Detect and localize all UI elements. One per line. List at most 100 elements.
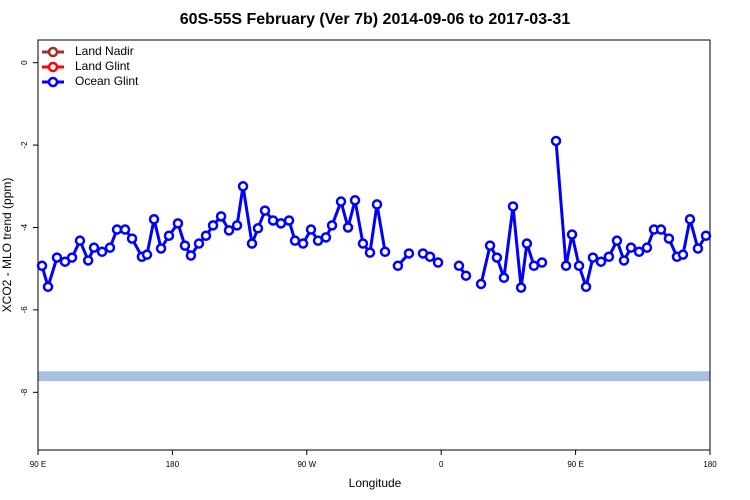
point bbox=[320, 232, 332, 243]
point bbox=[36, 260, 48, 272]
point bbox=[42, 281, 54, 293]
point bbox=[51, 252, 63, 263]
point bbox=[305, 224, 317, 235]
point bbox=[528, 260, 540, 272]
point bbox=[655, 224, 667, 235]
point bbox=[223, 225, 235, 236]
point bbox=[573, 260, 585, 272]
point bbox=[259, 205, 271, 216]
point bbox=[364, 247, 376, 258]
point bbox=[326, 220, 338, 231]
point bbox=[231, 220, 243, 231]
point bbox=[560, 260, 572, 272]
point bbox=[424, 251, 436, 262]
point bbox=[587, 252, 599, 263]
legend-label: Ocean Glint bbox=[75, 74, 139, 88]
point bbox=[200, 230, 212, 241]
x-tick-label: 90 E bbox=[567, 460, 583, 469]
point bbox=[536, 257, 548, 268]
point bbox=[155, 243, 167, 254]
point bbox=[618, 255, 630, 266]
point bbox=[179, 240, 191, 251]
plot-frame bbox=[37, 39, 711, 451]
point bbox=[595, 256, 607, 267]
point bbox=[148, 213, 160, 225]
x-tick-label: 180 bbox=[166, 460, 180, 469]
point bbox=[193, 238, 205, 249]
point bbox=[289, 235, 301, 246]
reference-band bbox=[38, 371, 710, 382]
point bbox=[342, 222, 354, 233]
point bbox=[104, 242, 116, 253]
point bbox=[663, 233, 675, 244]
point bbox=[692, 243, 704, 254]
point bbox=[491, 252, 503, 263]
point bbox=[566, 229, 578, 240]
x-tick-label: 90 E bbox=[30, 460, 46, 469]
x-tick-label: 0 bbox=[439, 460, 444, 469]
point bbox=[215, 211, 227, 222]
point bbox=[484, 240, 496, 251]
point bbox=[252, 223, 264, 234]
point bbox=[335, 196, 347, 207]
point bbox=[371, 199, 383, 210]
point bbox=[172, 218, 184, 229]
point bbox=[633, 246, 645, 258]
point bbox=[163, 230, 175, 241]
point bbox=[126, 233, 138, 244]
point bbox=[641, 242, 653, 253]
legend-marker bbox=[47, 61, 59, 73]
legend-label: Land Nadir bbox=[75, 44, 134, 58]
point bbox=[82, 255, 94, 266]
y-tick-label: -2 bbox=[20, 141, 29, 149]
x-axis-label: Longitude bbox=[349, 476, 402, 490]
point bbox=[119, 224, 131, 235]
chart-title: 60S-55S February (Ver 7b) 2014-09-06 to … bbox=[180, 11, 571, 28]
point bbox=[185, 250, 197, 261]
point bbox=[521, 238, 533, 249]
point bbox=[453, 260, 465, 272]
y-tick-label: -4 bbox=[20, 223, 29, 231]
point bbox=[141, 249, 153, 260]
y-tick-label: -6 bbox=[20, 306, 29, 314]
point bbox=[475, 278, 487, 290]
point bbox=[283, 215, 295, 226]
y-axis-label: XCO2 - MLO trend (ppm) bbox=[0, 178, 14, 313]
point bbox=[403, 248, 415, 259]
point bbox=[611, 235, 623, 246]
x-tick-label: 90 W bbox=[297, 460, 316, 469]
point bbox=[392, 260, 404, 272]
series-line bbox=[40, 184, 387, 289]
point bbox=[349, 195, 361, 206]
point bbox=[507, 201, 519, 212]
point bbox=[66, 252, 78, 263]
point bbox=[603, 251, 615, 262]
point bbox=[379, 246, 391, 258]
x-tick-label: 180 bbox=[703, 460, 717, 469]
point bbox=[460, 270, 472, 281]
legend-marker bbox=[47, 46, 59, 58]
point bbox=[550, 135, 562, 147]
point bbox=[677, 249, 689, 260]
point bbox=[515, 282, 527, 293]
point bbox=[580, 281, 592, 293]
legend-label: Land Glint bbox=[75, 59, 130, 73]
point bbox=[684, 213, 696, 225]
point bbox=[88, 242, 100, 253]
point bbox=[96, 246, 108, 258]
legend-marker bbox=[47, 76, 59, 88]
point bbox=[74, 235, 86, 246]
point bbox=[275, 218, 287, 229]
point bbox=[237, 181, 249, 192]
y-tick-label: -8 bbox=[20, 388, 29, 396]
point bbox=[357, 238, 369, 249]
y-tick-label: 0 bbox=[20, 60, 29, 65]
point bbox=[297, 238, 309, 249]
point bbox=[700, 230, 712, 241]
point bbox=[498, 272, 510, 284]
point bbox=[111, 224, 123, 235]
point bbox=[246, 238, 258, 249]
point bbox=[207, 220, 219, 231]
point bbox=[432, 257, 444, 268]
